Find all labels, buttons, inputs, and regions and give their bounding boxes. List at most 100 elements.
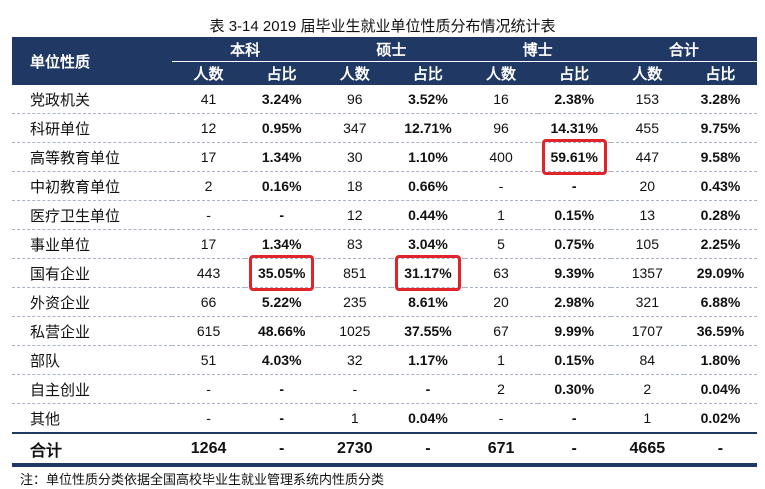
cell-value: 30 xyxy=(347,149,363,165)
cell-value: 41 xyxy=(200,91,217,107)
ratio-cell: 2.25% xyxy=(683,229,757,259)
row-label: 外资企业 xyxy=(12,287,172,317)
row-label: 医疗卫生单位 xyxy=(12,200,172,230)
ratio-cell: 9.75% xyxy=(683,113,757,143)
cell-value: 2.38% xyxy=(554,91,595,107)
ratio-cell: 9.99% xyxy=(537,316,611,346)
cell-value: 671 xyxy=(487,439,515,457)
cell-value: 29.09% xyxy=(696,265,745,281)
row-label: 国有企业 xyxy=(12,258,172,288)
cell-value: 20 xyxy=(639,178,656,194)
cell-value: - xyxy=(352,381,358,397)
cell-value: 1 xyxy=(643,410,652,426)
ratio-cell: 0.95% xyxy=(245,113,319,143)
table-row: 事业单位 17 1.34% 83 3.04% 5 0.75% 105 2.25% xyxy=(12,229,757,259)
ratio-cell: 59.61% xyxy=(537,139,611,175)
count-cell: 1 xyxy=(318,404,391,434)
ratio-cell: 29.09% xyxy=(683,258,757,288)
cell-value: - xyxy=(279,410,285,426)
cell-value: 3.28% xyxy=(700,91,741,107)
table-row: 国有企业 443 35.05% 851 31.17% 63 9.39% 1357 29.09% xyxy=(12,255,757,291)
cell-value: 5 xyxy=(497,236,505,252)
cell-value: 0.43% xyxy=(700,178,741,194)
cell-value: 455 xyxy=(635,120,659,136)
count-cell: 347 xyxy=(318,113,392,143)
count-cell: 17 xyxy=(172,229,246,259)
count-cell: 32 xyxy=(318,345,392,375)
count-cell: 153 xyxy=(610,85,684,114)
cell-value: 9.39% xyxy=(554,265,595,281)
ratio-cell: 0.28% xyxy=(683,200,757,230)
ratio-cell: 3.04% xyxy=(391,229,465,259)
cell-value: 35.05% xyxy=(257,265,306,281)
count-cell: 17 xyxy=(172,142,246,172)
ratio-cell: 0.30% xyxy=(537,374,611,404)
ratio-cell: 0.16% xyxy=(245,171,319,201)
count-cell: 66 xyxy=(172,287,246,317)
ratio-cell: 2.98% xyxy=(537,287,611,317)
count-cell: 63 xyxy=(464,258,538,288)
ratio-cell: - xyxy=(245,432,319,467)
cell-value: 0.66% xyxy=(408,178,448,194)
count-cell: 51 xyxy=(172,345,246,375)
cell-value: 17 xyxy=(200,236,217,252)
cell-value: 12.71% xyxy=(404,120,452,136)
cell-value: 20 xyxy=(493,294,509,310)
cell-value: - xyxy=(425,381,431,397)
cell-value: - xyxy=(279,439,285,457)
ratio-cell: 0.75% xyxy=(537,229,611,259)
row-label: 党政机关 xyxy=(12,85,172,114)
table-note: 注：单位性质分类依据全国高校毕业生就业管理系统内性质分类 xyxy=(20,472,385,487)
cell-value: 9.58% xyxy=(700,149,741,165)
ratio-subheader: 占比 xyxy=(683,61,757,85)
cell-value: 0.75% xyxy=(554,236,595,252)
cell-value: 18 xyxy=(347,178,363,194)
table-row: 高等教育单位 17 1.34% 30 1.10% 400 59.61% 447 9.58% xyxy=(12,139,757,175)
ratio-cell: 0.15% xyxy=(537,200,611,230)
row-label: 合计 xyxy=(12,432,172,467)
total-row: 合计 1264 - 2730 - 671 - 4665 - xyxy=(12,432,757,467)
ratio-cell: 0.43% xyxy=(683,171,757,201)
count-cell: 5 xyxy=(464,229,538,259)
count-cell: 671 xyxy=(464,432,538,467)
count-cell: 20 xyxy=(610,171,684,201)
ratio-cell: - xyxy=(537,171,611,201)
cell-value: 1025 xyxy=(339,323,371,339)
cell-value: 36.59% xyxy=(696,323,745,339)
cell-value: - xyxy=(571,410,577,426)
row-label: 部队 xyxy=(12,345,172,375)
count-cell: 1264 xyxy=(172,432,246,467)
ratio-cell: 0.04% xyxy=(683,374,757,404)
ratio-cell: - xyxy=(245,404,318,434)
ratio-cell: 0.44% xyxy=(391,200,465,230)
ratio-subheader: 占比 xyxy=(245,61,319,85)
count-subheader: 人数 xyxy=(318,61,392,85)
cell-value: 1.10% xyxy=(408,149,448,165)
cell-value: 3.24% xyxy=(261,91,302,107)
table-row: 医疗卫生单位 - - 12 0.44% 1 0.15% 13 0.28% xyxy=(12,200,757,230)
cell-value: - xyxy=(279,207,285,223)
count-cell: - xyxy=(172,374,246,404)
cell-value: 0.15% xyxy=(554,207,595,223)
ratio-cell: 12.71% xyxy=(391,113,465,143)
ratio-cell: 0.66% xyxy=(391,171,465,201)
count-cell: 455 xyxy=(610,113,684,143)
count-cell: 105 xyxy=(610,229,684,259)
cell-value: 96 xyxy=(347,91,363,107)
table-row: 中初教育单位 2 0.16% 18 0.66% - - 20 0.43% xyxy=(12,171,757,201)
cell-value: 17 xyxy=(200,149,217,165)
cell-value: 13 xyxy=(639,207,656,223)
cell-value: 12 xyxy=(200,120,217,136)
ratio-subheader: 占比 xyxy=(537,61,611,85)
ratio-cell: 3.52% xyxy=(391,85,465,114)
count-cell: 400 xyxy=(464,142,538,172)
count-cell: 1357 xyxy=(610,258,684,288)
cell-value: 12 xyxy=(347,207,363,223)
count-cell: - xyxy=(318,374,392,404)
cell-value: 4665 xyxy=(629,439,666,457)
cell-value: 1357 xyxy=(631,265,663,281)
cell-value: - xyxy=(717,439,724,457)
cell-value: 16 xyxy=(493,91,509,107)
ratio-cell: - xyxy=(391,374,465,404)
ratio-cell: - xyxy=(391,432,465,467)
